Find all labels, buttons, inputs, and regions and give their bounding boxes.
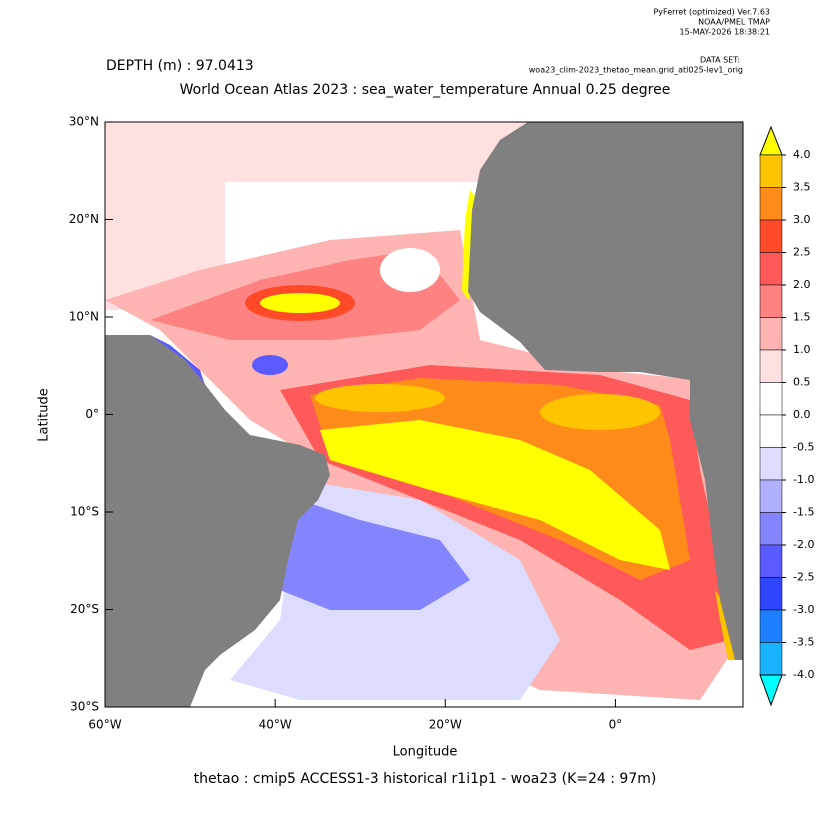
colorbar-label: 3.5	[793, 181, 811, 194]
y-tick-label: 10°S	[70, 505, 99, 519]
y-tick-label: 30°N	[69, 115, 99, 129]
x-tick-label: 20°W	[429, 718, 462, 732]
x-tick-label: 40°W	[259, 718, 292, 732]
colorbar-label: 4.0	[793, 148, 811, 161]
colorbar-label: -0.5	[793, 441, 814, 454]
colorbar-label: -3.0	[793, 603, 814, 616]
y-axis-label: Latitude	[37, 388, 52, 442]
field-patch	[380, 248, 440, 292]
axes: 60°W 40°W 20°W 0° 30°N 20°N 10°N 0° 10°S 20°S 30°S	[69, 115, 622, 732]
colorbar-label: -4.0	[793, 668, 814, 681]
colorbar-label: 1.5	[793, 311, 811, 324]
dataset-label: DATA SET:	[700, 56, 740, 65]
colorbar-band	[759, 447, 783, 481]
header-line: 15-MAY-2026 18:38:21	[680, 28, 770, 37]
land-south-america	[105, 335, 330, 707]
colorbar-band	[759, 252, 783, 286]
colorbar-label: -1.0	[793, 473, 814, 486]
colorbar-triangle	[759, 674, 783, 707]
header-line: PyFerret (optimized) Ver.7.63	[653, 8, 770, 17]
map-field	[105, 122, 743, 707]
colorbar-label: 0.5	[793, 376, 811, 389]
colorbar-band	[759, 577, 783, 611]
colorbar-label: -2.0	[793, 538, 814, 551]
field-patch	[252, 355, 288, 375]
colorbar-label: 2.5	[793, 246, 811, 259]
colorbar-label: 3.0	[793, 213, 811, 226]
colorbar-band	[759, 154, 783, 188]
y-tick-label: 20°N	[69, 212, 99, 226]
colorbar-label: -1.5	[793, 506, 814, 519]
colorbar-band	[759, 642, 783, 676]
colorbar-label: 0.0	[793, 408, 811, 421]
x-axis-label: Longitude	[393, 745, 458, 760]
header-line: NOAA/PMEL TMAP	[698, 18, 770, 27]
footer: thetao : cmip5 ACCESS1-3 historical r1i1…	[194, 771, 657, 787]
colorbar-band	[759, 219, 783, 253]
colorbar-band	[759, 349, 783, 383]
colorbar-label: 2.0	[793, 278, 811, 291]
colorbar: 4.0 3.5 3.0 2.5 2.0 1.5 1.0 0.5 0.0 -0.5 -1.0 -1.5 -…	[759, 125, 814, 707]
y-tick-label: 20°S	[70, 602, 99, 616]
colorbar-label: -3.5	[793, 636, 814, 649]
field-patch	[105, 122, 545, 182]
dataset: woa23_clim-2023_thetao_mean.grid_atl025-…	[529, 66, 743, 75]
field-patch	[315, 384, 445, 412]
colorbar-band	[759, 187, 783, 221]
colorbar-label: -2.5	[793, 571, 814, 584]
x-tick-label: 0°	[609, 718, 623, 732]
field-patch	[540, 394, 660, 430]
colorbar-band	[759, 317, 783, 351]
colorbar-label: 1.0	[793, 343, 811, 356]
field-patch	[320, 420, 670, 570]
colorbar-band	[759, 609, 783, 643]
x-tick-label: 60°W	[88, 718, 121, 732]
colorbar-triangle	[759, 125, 783, 156]
depth-label: DEPTH (m) : 97.0413	[106, 58, 254, 74]
colorbar-band	[759, 479, 783, 513]
y-tick-label: 0°	[85, 407, 99, 421]
field-patch	[260, 293, 340, 313]
colorbar-band	[759, 512, 783, 546]
colorbar-band	[759, 414, 783, 448]
land-africa	[468, 122, 743, 660]
colorbar-band	[759, 544, 783, 578]
field-patch	[280, 500, 470, 610]
y-tick-label: 30°S	[70, 700, 99, 714]
colorbar-band	[759, 382, 783, 416]
colorbar-band	[759, 284, 783, 318]
y-tick-label: 10°N	[69, 310, 99, 324]
chart-title: World Ocean Atlas 2023 : sea_water_tempe…	[180, 82, 671, 98]
